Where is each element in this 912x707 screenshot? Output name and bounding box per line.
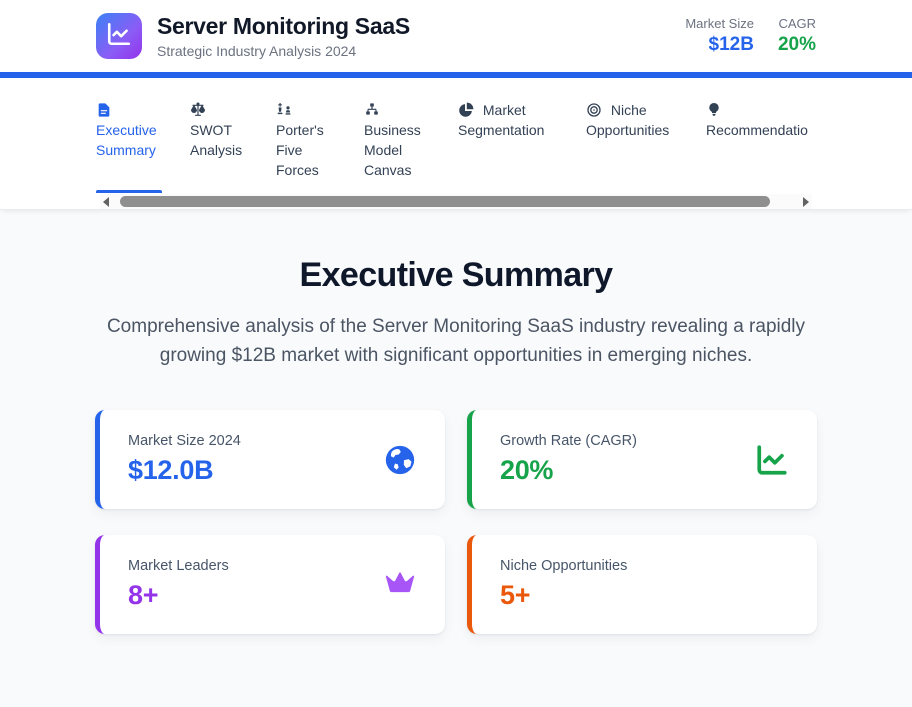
card-growth-rate: Growth Rate (CAGR) 20%: [467, 410, 817, 509]
card-value: $12.0B: [128, 455, 214, 485]
scroll-left-arrow-icon[interactable]: [100, 194, 112, 209]
page-subtitle: Strategic Industry Analysis 2024: [157, 43, 357, 59]
card-market-leaders: Market Leaders 8+: [95, 535, 445, 634]
chess-icon: [276, 102, 297, 118]
header-stat-cagr: CAGR 20%: [778, 16, 816, 56]
tab-label: Porter's Five Forces: [276, 122, 324, 178]
chart-line-icon: [755, 443, 789, 477]
card-value: 5+: [500, 580, 531, 610]
stat-label: Market Size: [685, 16, 754, 31]
tab-executive-summary[interactable]: Executive Summary: [96, 100, 162, 160]
tab-label: Business Model Canvas: [364, 122, 421, 178]
tab-label: Recommendatio: [706, 122, 808, 138]
header-stat-market-size: Market Size $12B: [685, 16, 754, 56]
tab-porters-five-forces[interactable]: Porter's Five Forces: [276, 100, 336, 180]
card-niche-opportunities: Niche Opportunities 5+: [467, 535, 817, 634]
stat-label: CAGR: [778, 16, 816, 31]
card-value: 8+: [128, 580, 159, 610]
lightbulb-icon: [706, 102, 727, 118]
tab-swot-analysis[interactable]: SWOT Analysis: [190, 100, 248, 160]
tab-label: SWOT Analysis: [190, 122, 243, 158]
card-label: Market Size 2024: [128, 433, 241, 449]
globe-icon: [383, 443, 417, 477]
scale-icon: [190, 102, 211, 118]
tabs-horizontal-scrollbar[interactable]: [100, 194, 812, 209]
target-icon: [586, 102, 607, 118]
tab-label: Niche Opportunities: [586, 102, 670, 138]
stat-value: $12B: [708, 34, 754, 55]
card-label: Growth Rate (CAGR): [500, 433, 637, 449]
page-title: Server Monitoring SaaS: [157, 13, 410, 39]
pie-chart-icon: [458, 102, 479, 118]
app-logo: [96, 13, 142, 59]
scrollbar-thumb[interactable]: [120, 196, 770, 207]
tab-niche-opportunities[interactable]: Niche Opportunities: [586, 100, 678, 140]
tab-recommendations[interactable]: Recommendatio: [706, 100, 808, 140]
header-stats: Market Size $12B CAGR 20%: [685, 16, 816, 56]
section-description: Comprehensive analysis of the Server Mon…: [106, 316, 806, 366]
card-label: Niche Opportunities: [500, 558, 628, 574]
active-tab-indicator: [96, 190, 162, 193]
card-market-size: Market Size 2024 $12.0B: [95, 410, 445, 509]
scrollbar-track[interactable]: [112, 194, 800, 209]
tab-navigation: Executive Summary SWOT Analysis Porter's…: [0, 78, 912, 210]
tab-list: Executive Summary SWOT Analysis Porter's…: [96, 100, 820, 180]
tab-label: Market Segmentation: [458, 102, 545, 138]
tab-market-segmentation[interactable]: Market Segmentation: [458, 100, 558, 140]
crown-icon: [383, 568, 417, 602]
tab-label: Executive Summary: [96, 122, 157, 158]
accent-bar: [0, 72, 912, 78]
section-heading: Executive Summary: [299, 256, 614, 294]
app-header: Server Monitoring SaaS Strategic Industr…: [0, 0, 912, 72]
stat-cards-grid: Market Size 2024 $12.0B Growth Rate (CAG…: [95, 410, 817, 634]
stat-value: 20%: [777, 34, 816, 55]
card-value: 20%: [500, 455, 554, 485]
main-content: Executive Summary Comprehensive analysis…: [0, 210, 912, 634]
card-label: Market Leaders: [128, 558, 229, 574]
tab-business-model-canvas[interactable]: Business Model Canvas: [364, 100, 430, 180]
scroll-right-arrow-icon[interactable]: [800, 194, 812, 209]
file-text-icon: [96, 102, 117, 118]
sitemap-icon: [364, 102, 385, 118]
chart-line-icon: [106, 21, 132, 52]
